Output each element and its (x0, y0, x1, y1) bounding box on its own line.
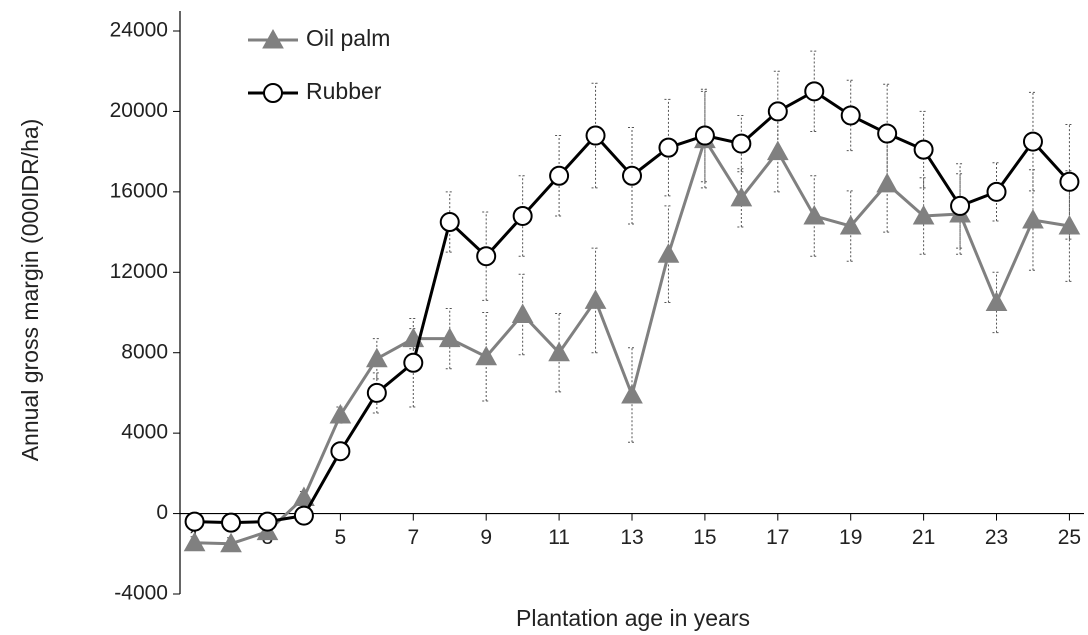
legend-marker (263, 83, 283, 103)
data-point (913, 139, 934, 160)
error-bar (555, 313, 564, 393)
data-point (1022, 208, 1044, 229)
data-point (584, 289, 607, 309)
data-point (548, 341, 570, 362)
error-bar (992, 271, 1001, 334)
data-point (658, 137, 679, 158)
data-point (912, 204, 935, 225)
data-point (1059, 171, 1080, 192)
data-point (476, 246, 497, 267)
data-point (731, 133, 752, 154)
x-tick-label: 17 (766, 526, 789, 549)
data-point (950, 195, 971, 216)
data-point (1022, 131, 1043, 152)
data-point (184, 511, 205, 532)
data-point (438, 327, 461, 348)
y-tick-label: 0 (156, 501, 168, 524)
data-point (986, 181, 1007, 202)
data-point (293, 505, 314, 526)
error-bar (919, 110, 928, 189)
x-tick-label: 25 (1058, 526, 1081, 549)
data-point (621, 383, 643, 404)
error-bar (628, 347, 636, 443)
data-point (257, 511, 278, 532)
x-tick-label: 9 (480, 526, 492, 549)
error-bar (445, 191, 454, 253)
data-point (766, 140, 789, 161)
error-bar (919, 177, 928, 255)
y-tick-label: -4000 (114, 582, 168, 605)
error-bar (846, 79, 855, 152)
x-tick-label: 23 (985, 526, 1008, 549)
data-point (840, 105, 861, 126)
y-tick-label: 20000 (110, 99, 168, 122)
data-point (657, 243, 680, 263)
y-tick-label: 12000 (110, 260, 168, 283)
data-point (804, 81, 825, 102)
data-point (220, 532, 242, 553)
data-point (767, 101, 788, 122)
x-tick-label: 21 (912, 526, 935, 549)
error-bar (846, 190, 855, 262)
error-bar (445, 307, 454, 370)
y-axis-label: Annual gross margin (000IDR/ha) (17, 119, 43, 462)
x-tick-label: 5 (335, 526, 347, 549)
data-point (622, 165, 642, 186)
data-point (730, 186, 753, 207)
data-point (585, 125, 606, 146)
data-point (330, 441, 351, 462)
data-point (1058, 215, 1081, 235)
series-line (194, 136, 1070, 546)
data-point (439, 212, 460, 233)
error-bar (956, 163, 965, 249)
data-point (985, 291, 1008, 311)
data-point (549, 165, 570, 186)
legend-label: Oil palm (306, 25, 390, 51)
data-point (329, 404, 352, 424)
data-point (511, 303, 534, 324)
x-tick-label: 19 (839, 526, 862, 549)
data-point (365, 347, 388, 368)
x-axis-label: Plantation age in years (516, 605, 750, 631)
data-point (512, 205, 533, 226)
x-tick-label: 11 (548, 526, 570, 549)
data-point (366, 382, 387, 403)
data-point (221, 512, 242, 533)
data-point (876, 172, 899, 193)
data-point (803, 204, 826, 225)
x-tick-label: 7 (407, 526, 419, 549)
x-tick-label: 13 (620, 526, 643, 549)
data-point (694, 125, 715, 146)
x-tick-label: 15 (693, 526, 716, 549)
data-point (475, 345, 498, 366)
data-point (839, 215, 862, 235)
legend-label: Rubber (306, 78, 382, 104)
y-tick-label: 16000 (110, 179, 168, 202)
legend-marker (262, 28, 284, 49)
error-bar (700, 88, 709, 183)
data-point (403, 352, 424, 373)
data-point (877, 123, 898, 144)
y-tick-label: 8000 (121, 340, 168, 363)
y-tick-label: 24000 (110, 19, 168, 42)
y-tick-label: 4000 (121, 421, 168, 444)
data-point (183, 531, 206, 552)
data-point (293, 486, 315, 506)
